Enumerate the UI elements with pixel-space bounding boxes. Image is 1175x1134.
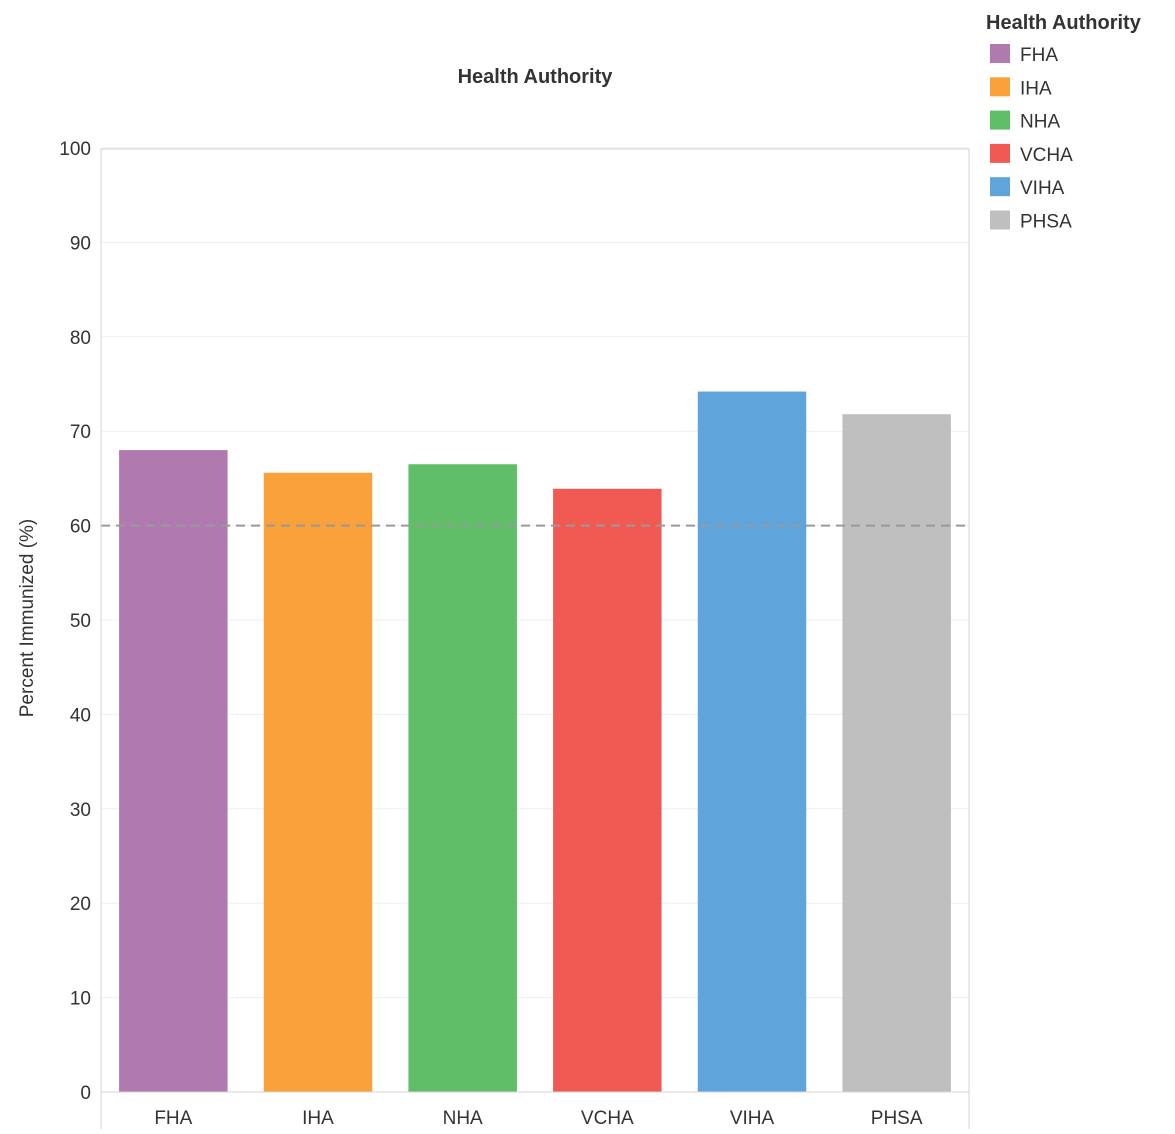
legend-label: VIHA [1020, 178, 1065, 199]
legend-swatch-fha [990, 44, 1010, 63]
y-tick-label: 10 [70, 989, 91, 1010]
bar-phsa [842, 414, 951, 1092]
x-tick-label: IHA [302, 1108, 334, 1129]
bar-vcha [553, 488, 662, 1092]
y-tick-label: 60 [70, 517, 91, 538]
bar-fha [119, 450, 228, 1093]
bar-viha [697, 391, 807, 1092]
legend-swatch-phsa [990, 210, 1010, 230]
x-tick-label: FHA [154, 1108, 192, 1129]
legend-title: Health Authority [986, 12, 1142, 34]
legend-label: PHSA [1020, 212, 1072, 233]
y-tick-label: 80 [70, 328, 91, 349]
x-tick-label: PHSA [871, 1108, 923, 1129]
y-axis-title: Percent Immunized (%) [17, 519, 38, 718]
y-tick-label: 70 [70, 422, 91, 443]
x-tick-label: VIHA [730, 1108, 775, 1129]
y-tick-label: 90 [70, 233, 91, 254]
legend-swatch-nha [990, 110, 1010, 130]
plot-frame [100, 148, 970, 1093]
legend-label: IHA [1020, 78, 1052, 99]
x-tick-label: VCHA [581, 1108, 634, 1129]
legend: Health Authority FHA IHA NHA VCHA VIHA PHSA [986, 12, 1142, 233]
y-tick-label: 100 [59, 139, 91, 160]
bar-iha [263, 472, 373, 1093]
bar-nha [408, 464, 517, 1092]
y-tick-label: 0 [80, 1083, 91, 1104]
x-tick-label: NHA [443, 1108, 483, 1129]
legend-label: VCHA [1020, 145, 1073, 166]
y-tick-label: 50 [70, 611, 91, 632]
gridlines [101, 147, 969, 999]
chart-title: Health Authority [458, 66, 614, 88]
legend-swatch-vcha [990, 143, 1010, 163]
bars [119, 391, 951, 1093]
y-tick-label: 20 [70, 894, 91, 915]
y-tick-label: 30 [70, 800, 91, 821]
legend-label: FHA [1020, 45, 1058, 66]
y-tick-label: 40 [70, 705, 91, 726]
axes: 0 10 20 30 40 50 60 70 80 90 100 FHA IHA NHA VCHA VIHA P… [59, 139, 970, 1129]
legend-label: NHA [1020, 112, 1060, 133]
legend-swatch-viha [990, 177, 1010, 197]
legend-swatch-iha [990, 77, 1010, 97]
